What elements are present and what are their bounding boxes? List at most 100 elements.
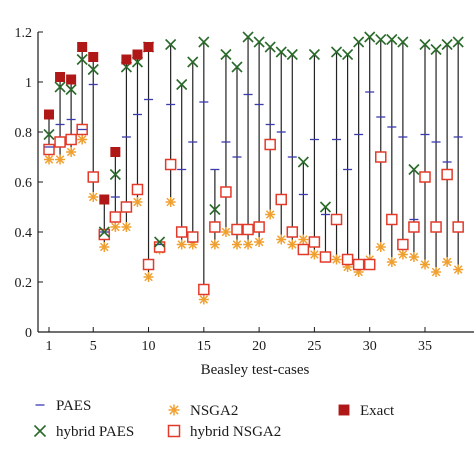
paes-point	[121, 136, 131, 138]
hybrid-nsga2-point	[142, 258, 155, 271]
hybrid-paes-point	[76, 53, 88, 66]
hybrid-nsga2-point	[386, 213, 398, 226]
legend-entry-nsga2: NSGA2	[168, 403, 238, 419]
hybrid-nsga2-point	[308, 236, 321, 248]
hybrid-nsga2-point	[242, 223, 254, 236]
exact-point	[121, 54, 132, 65]
hybrid-paes-point	[109, 168, 121, 181]
y-tick-label: 1	[25, 76, 32, 91]
hybrid-paes-point	[397, 36, 409, 48]
paes-point	[376, 116, 386, 118]
hybrid-nsga2-point	[65, 133, 77, 146]
hybrid-nsga2-point	[54, 136, 66, 148]
nsga2-point	[198, 294, 209, 305]
hybrid-nsga2-point	[131, 183, 144, 196]
x-tick-label: 35	[418, 339, 432, 354]
hybrid-paes-point	[353, 36, 365, 48]
legend-marker-exact	[338, 404, 350, 416]
x-axis-label: Beasley test-cases	[201, 362, 310, 378]
hybrid-paes-point	[176, 78, 188, 91]
hybrid-nsga2-point	[375, 151, 387, 163]
ticks-layer: 00.20.40.60.811.21 5 10 15 20 25 30 35	[15, 26, 433, 354]
hybrid-paes-point	[308, 48, 320, 61]
hybrid-paes-point	[297, 156, 309, 168]
paes-point	[332, 138, 342, 141]
nsga2-point	[254, 237, 265, 247]
hybrid-paes-point	[220, 48, 232, 61]
hybrid-paes-point	[275, 46, 287, 58]
axes-layer	[37, 32, 474, 333]
hybrid-nsga2-point	[352, 258, 365, 271]
x-tick-label: 1	[46, 339, 53, 354]
exact-point	[99, 194, 110, 205]
range-lines-layer	[48, 37, 459, 300]
hybrid-nsga2-point	[109, 211, 122, 223]
hybrid-nsga2-point	[187, 231, 199, 243]
hybrid-paes-point	[419, 38, 431, 51]
hybrid-paes-point	[198, 36, 210, 48]
hybrid-nsga2-point	[198, 283, 210, 296]
hybrid-nsga2-point	[452, 221, 464, 233]
nsga2-point	[265, 209, 276, 220]
nsga2-point	[176, 239, 187, 250]
paes-point	[276, 131, 286, 133]
hybrid-nsga2-point	[231, 223, 243, 236]
paes-point	[387, 126, 397, 128]
paes-point	[254, 103, 264, 106]
paes-point	[77, 128, 87, 131]
nsga2-point	[331, 254, 342, 265]
exact-point	[88, 52, 99, 62]
hybrid-nsga2-point	[87, 171, 99, 183]
paes-point	[442, 161, 452, 163]
exact-point	[77, 42, 88, 52]
nsga2-point	[209, 239, 220, 250]
hybrid-nsga2-point	[363, 258, 376, 271]
hybrid-paes-point	[231, 61, 243, 73]
nsga2-point	[276, 234, 287, 245]
hybrid-nsga2-point	[120, 201, 133, 213]
hybrid-nsga2-point	[43, 143, 55, 156]
nsga2-point	[397, 249, 408, 260]
hybrid-paes-point	[375, 33, 387, 46]
nsga2-point	[99, 242, 110, 252]
hybrid-nsga2-point	[408, 221, 420, 233]
legend-entry-exact: Exact	[338, 403, 395, 419]
paes-point	[144, 98, 154, 101]
legend-label: hybrid NSGA2	[190, 424, 281, 440]
nsga2-point	[442, 257, 453, 267]
y-tick-label: 0.4	[15, 226, 33, 241]
nsga2-point	[232, 239, 242, 250]
paes-point	[243, 93, 253, 96]
paes-point	[221, 141, 231, 143]
paes-point	[320, 213, 330, 216]
hybrid-paes-point	[452, 36, 464, 48]
legend-marker-hybrid-nsga2	[167, 424, 181, 438]
exact-point	[132, 49, 143, 60]
paes-point	[44, 146, 54, 148]
legend-entry-hybrid-paes: hybrid PAES	[33, 424, 134, 440]
hybrid-nsga2-point	[297, 243, 310, 256]
y-tick-label: 1.2	[15, 26, 33, 41]
hybrid-paes-point	[165, 38, 177, 51]
paes-point	[365, 91, 375, 93]
x-tick-label: 15	[197, 339, 211, 354]
hybrid-nsga2-point	[164, 158, 177, 171]
nsga2-point	[386, 257, 397, 267]
hybrid-nsga2-point	[330, 213, 343, 226]
hybrid-paes-point	[87, 63, 99, 76]
hybrid-paes-point	[441, 38, 453, 51]
hybrid-paes-point	[154, 236, 166, 248]
hybrid-nsga2-point	[341, 253, 354, 266]
paes-point	[287, 156, 297, 158]
nsga2-point	[143, 272, 154, 282]
hybrid-nsga2-point	[153, 241, 166, 253]
hybrid-paes-point	[98, 226, 110, 238]
hybrid-paes-point	[242, 31, 254, 43]
hybrid-paes-point	[54, 81, 66, 93]
legend-label: Exact	[360, 403, 395, 419]
paes-point	[298, 193, 308, 196]
y-tick-label: 0.6	[15, 176, 33, 191]
hybrid-nsga2-point	[397, 238, 409, 251]
nsga2-point	[220, 227, 231, 237]
